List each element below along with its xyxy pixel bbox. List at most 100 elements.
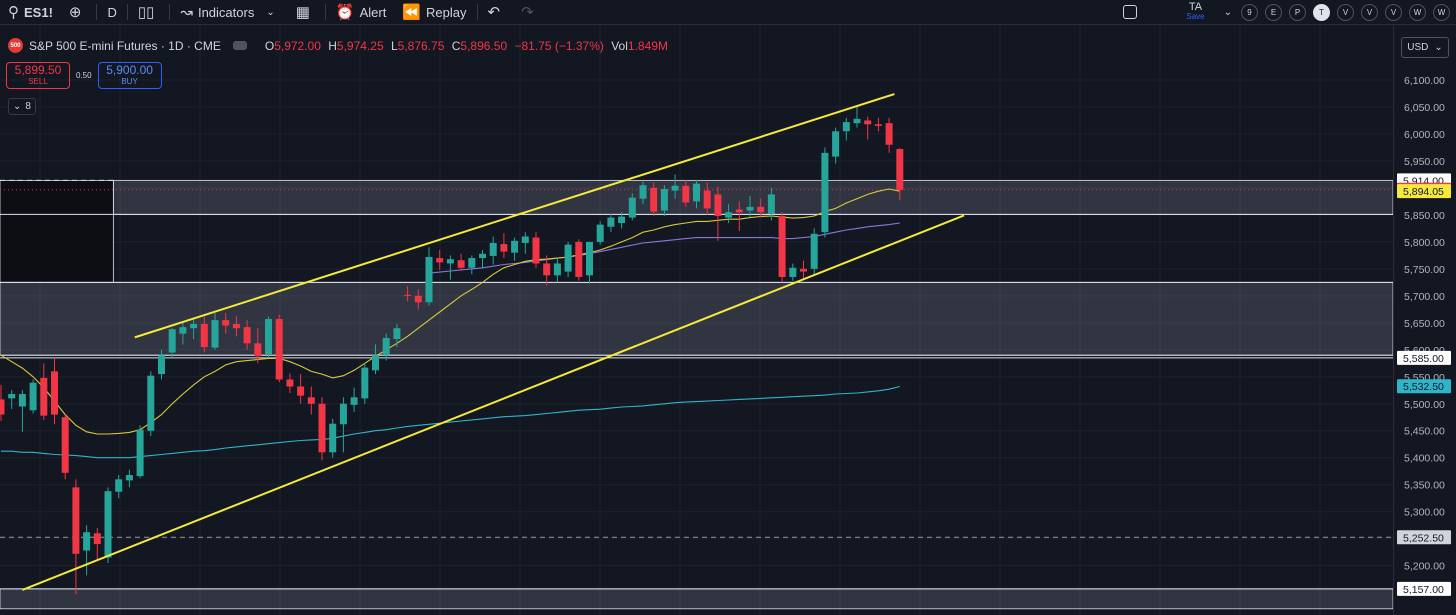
- price-label: 5,532.50: [1397, 379, 1451, 394]
- candle: [339, 397, 347, 453]
- candle: [61, 414, 69, 480]
- candle-body: [671, 185, 679, 191]
- candle-body: [864, 120, 872, 125]
- candle-body: [553, 263, 561, 276]
- low-value: 5,876.75: [397, 38, 445, 53]
- price-chart[interactable]: 5,200.005,250.005,300.005,350.005,400.00…: [0, 25, 1456, 615]
- candle-body: [158, 355, 165, 375]
- alert-button[interactable]: ⏰ Alert: [328, 0, 394, 24]
- candle-body: [125, 474, 133, 481]
- candle: [896, 147, 904, 201]
- candle-body: [329, 423, 337, 453]
- candle: [393, 323, 401, 348]
- interval-option[interactable]: P: [1289, 3, 1306, 21]
- candle: [297, 374, 305, 404]
- candle: [821, 147, 829, 238]
- candle: [404, 286, 412, 302]
- candle-body: [842, 122, 850, 132]
- candle: [789, 263, 797, 281]
- interval-option[interactable]: W: [1433, 3, 1450, 21]
- candle-body: [789, 267, 797, 277]
- candle-body: [265, 319, 272, 355]
- channel-line-upper: [134, 93, 895, 339]
- candle-body: [232, 323, 240, 329]
- candle: [842, 117, 850, 141]
- ta-label: TA: [1188, 1, 1203, 13]
- candle: [553, 258, 561, 283]
- candle-body: [800, 268, 807, 272]
- candle-body: [361, 367, 369, 399]
- chart-legend: 500 S&P 500 E-mini Futures · 1D · CME O5…: [8, 38, 672, 53]
- candle: [521, 232, 529, 254]
- indicators-button[interactable]: ↝ Indicators ⌄: [172, 0, 287, 24]
- price-label: 5,894.05: [1397, 184, 1451, 199]
- buy-button[interactable]: 5,900.00 BUY: [97, 62, 162, 89]
- fullscreen-icon[interactable]: [1123, 5, 1138, 19]
- candle-body: [51, 371, 58, 415]
- ta-save-label: Save: [1186, 12, 1205, 21]
- candle: [243, 320, 251, 350]
- interval-option[interactable]: V: [1385, 3, 1402, 21]
- legend-toggle[interactable]: [232, 41, 247, 50]
- layouts-button[interactable]: ▦: [288, 0, 323, 24]
- redo-button[interactable]: ↷: [513, 0, 547, 24]
- interval-option[interactable]: 9: [1241, 3, 1258, 21]
- candle: [361, 363, 369, 404]
- candle: [757, 198, 765, 218]
- candle: [693, 179, 700, 209]
- compare-button[interactable]: ⊕: [61, 0, 95, 24]
- chevron-down-icon[interactable]: ⌄: [1223, 6, 1232, 18]
- candle-body: [693, 183, 700, 202]
- indicator-collapse-button[interactable]: ⌄ 8: [8, 98, 36, 115]
- price-axis: [1393, 25, 1456, 615]
- price-tick-label: 5,850.00: [1404, 210, 1445, 222]
- grid-icon: ▦: [295, 4, 310, 21]
- undo-button[interactable]: ↶: [480, 0, 514, 24]
- price-tick-label: 5,300.00: [1404, 507, 1445, 519]
- candle: [778, 212, 786, 283]
- candle: [168, 328, 176, 358]
- candle-body: [286, 379, 294, 387]
- candle-body: [832, 131, 840, 157]
- candle-body: [83, 532, 91, 551]
- candle: [372, 344, 379, 375]
- candle: [735, 201, 743, 232]
- candle-body: [211, 320, 219, 348]
- candle-body: [72, 487, 80, 554]
- candle-body: [393, 328, 401, 340]
- interval-option[interactable]: T: [1313, 3, 1330, 21]
- candle: [51, 357, 58, 425]
- candle: [650, 182, 658, 216]
- candle-body: [746, 206, 754, 211]
- ta-save-button[interactable]: TA Save: [1186, 2, 1204, 22]
- candle-body: [757, 206, 765, 213]
- symbol-search[interactable]: ⚲ ES1!: [0, 0, 61, 24]
- candle: [671, 174, 679, 199]
- price-label-box: [1397, 581, 1451, 596]
- chart-type-button[interactable]: ▯▯: [130, 0, 168, 24]
- candle: [200, 316, 208, 353]
- price-tick-label: 5,650.00: [1404, 318, 1445, 330]
- candle: [564, 241, 572, 277]
- replay-button[interactable]: ⏪ Replay: [394, 0, 474, 24]
- interval-option[interactable]: W: [1409, 3, 1426, 21]
- candle-body: [682, 185, 690, 203]
- interval-option[interactable]: V: [1337, 3, 1354, 21]
- candle: [350, 387, 358, 412]
- candle: [190, 317, 198, 340]
- price-label-box: [1397, 530, 1451, 545]
- candle: [714, 186, 722, 241]
- currency-select[interactable]: USD ⌄: [1401, 37, 1449, 58]
- interval-option[interactable]: E: [1265, 3, 1282, 21]
- interval-button[interactable]: D: [99, 0, 124, 24]
- rewind-icon: ⏪: [402, 4, 422, 21]
- interval-option[interactable]: V: [1361, 3, 1378, 21]
- symbol-logo: 500: [8, 38, 23, 53]
- currency-label: USD: [1407, 42, 1429, 53]
- chevron-down-icon: ⌄: [266, 6, 275, 18]
- candle-body: [874, 124, 882, 126]
- candle-body: [200, 323, 208, 348]
- candle: [232, 316, 240, 337]
- sell-button[interactable]: 5,899.50 SELL: [6, 62, 70, 89]
